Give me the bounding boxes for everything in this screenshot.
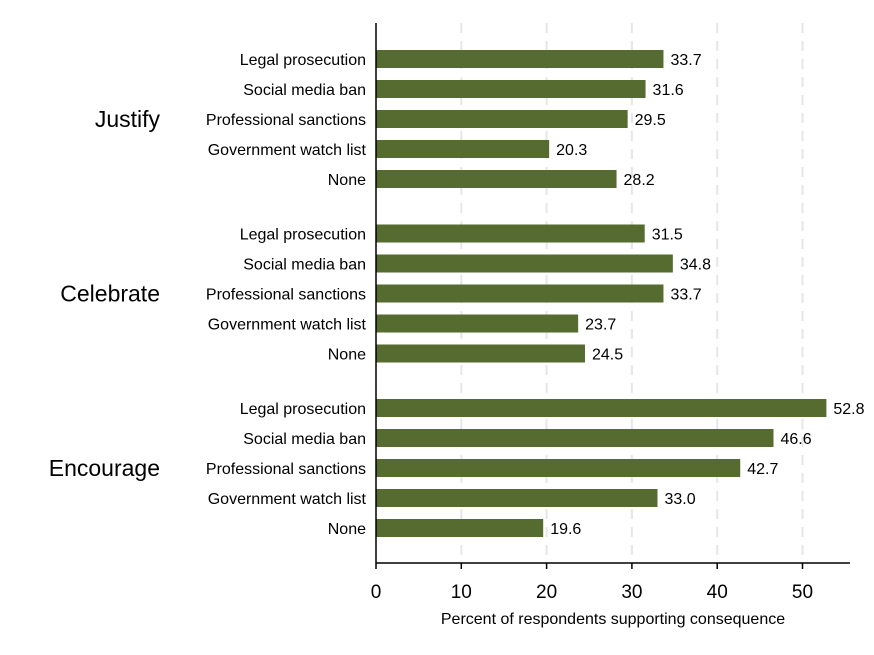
value-label: 34.8 xyxy=(680,257,711,274)
value-label: 31.6 xyxy=(653,82,684,99)
category-label: None xyxy=(328,347,366,364)
value-label: 33.0 xyxy=(664,491,695,508)
x-axis-title: Percent of respondents supporting conseq… xyxy=(441,611,785,628)
category-label: Legal prosecution xyxy=(240,52,366,69)
bar-celebrate-1 xyxy=(376,224,645,243)
category-label: Legal prosecution xyxy=(240,401,366,418)
value-label: 52.8 xyxy=(833,401,864,418)
x-tick-label: 50 xyxy=(792,582,813,603)
value-label: 46.6 xyxy=(780,431,811,448)
bar-celebrate-3 xyxy=(376,284,664,303)
value-label: 33.7 xyxy=(670,52,701,69)
category-label: Social media ban xyxy=(243,431,366,448)
x-tick-label: 0 xyxy=(371,582,382,603)
value-label: 19.6 xyxy=(550,521,581,538)
value-label: 23.7 xyxy=(585,317,616,334)
bar-celebrate-4 xyxy=(376,314,579,333)
bar-celebrate-2 xyxy=(376,254,673,273)
category-label: Professional sanctions xyxy=(206,287,366,304)
category-label: Government watch list xyxy=(208,491,367,508)
bar-encourage-3 xyxy=(376,459,741,477)
bar-justify-4 xyxy=(376,140,550,158)
x-tick-label: 10 xyxy=(451,582,472,603)
category-label: Government watch list xyxy=(208,317,367,334)
bar-celebrate-5 xyxy=(376,344,585,363)
value-label: 31.5 xyxy=(652,227,683,244)
value-label: 42.7 xyxy=(747,461,778,478)
bar-encourage-5 xyxy=(376,519,544,537)
bar-encourage-1 xyxy=(376,399,827,417)
category-label: None xyxy=(328,172,366,189)
category-label: Social media ban xyxy=(243,257,366,274)
bar-justify-1 xyxy=(376,50,664,68)
group-label-justify: Justify xyxy=(95,106,161,132)
labels: Legal prosecution 33.7 Social media ban 31.… xyxy=(49,52,865,538)
value-label: 29.5 xyxy=(635,112,666,129)
group-label-celebrate: Celebrate xyxy=(60,281,160,307)
value-label: 28.2 xyxy=(624,172,655,189)
bar-justify-2 xyxy=(376,80,646,98)
bar-justify-3 xyxy=(376,110,628,128)
category-label: Professional sanctions xyxy=(206,112,366,129)
group-label-encourage: Encourage xyxy=(49,455,160,481)
bar-justify-5 xyxy=(376,170,617,188)
category-label: None xyxy=(328,521,366,538)
x-tick-label: 20 xyxy=(536,582,557,603)
x-tick-label: 40 xyxy=(707,582,728,603)
category-label: Social media ban xyxy=(243,82,366,99)
bars xyxy=(376,50,827,537)
x-tick-label: 30 xyxy=(621,582,642,603)
category-label: Government watch list xyxy=(208,142,367,159)
axes: 0 10 20 30 40 50 xyxy=(371,23,850,603)
category-label: Professional sanctions xyxy=(206,461,366,478)
value-label: 24.5 xyxy=(592,347,623,364)
value-label: 20.3 xyxy=(556,142,587,159)
category-label: Legal prosecution xyxy=(240,227,366,244)
bar-encourage-2 xyxy=(376,429,774,447)
value-label: 33.7 xyxy=(670,287,701,304)
bar-encourage-4 xyxy=(376,489,658,507)
